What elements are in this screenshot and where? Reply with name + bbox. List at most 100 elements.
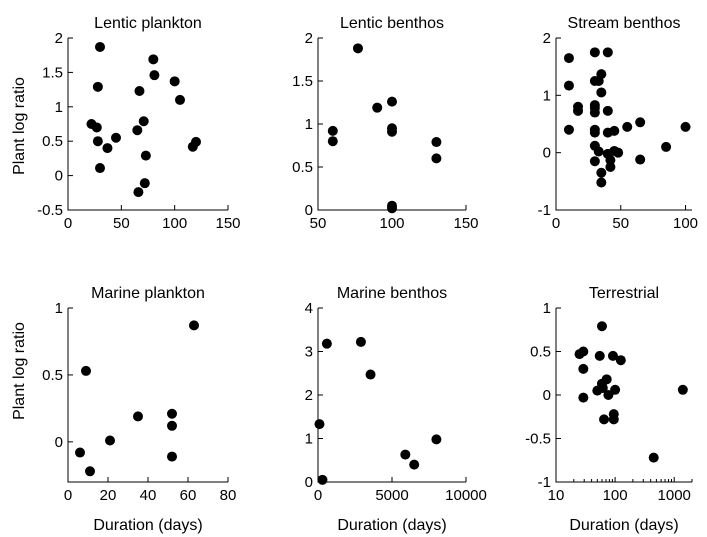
data-point — [610, 384, 621, 395]
data-point — [563, 53, 574, 64]
x-tick-label: 100 — [673, 215, 698, 232]
y-tick-label: 2 — [305, 387, 313, 404]
axes-lines — [67, 308, 228, 483]
data-point — [578, 392, 589, 403]
data-point — [167, 451, 177, 462]
data-point — [148, 54, 159, 65]
data-point — [594, 350, 605, 361]
data-point — [169, 76, 180, 87]
data-point — [175, 94, 185, 105]
data-point — [138, 116, 149, 127]
data-point — [85, 466, 95, 477]
data-point — [92, 136, 103, 147]
x-tick-label: 60 — [180, 487, 197, 504]
y-tick-label: 1 — [55, 300, 63, 317]
data-point — [589, 107, 600, 118]
data-point — [596, 177, 607, 188]
x-tick-label: 20 — [100, 487, 117, 504]
chart-title: Stream benthos — [568, 15, 681, 32]
x-tick-label: 40 — [140, 487, 157, 504]
data-point — [149, 70, 160, 81]
y-tick-label: 3 — [305, 344, 313, 361]
data-point — [314, 419, 325, 430]
y-tick-label: 0 — [55, 168, 63, 185]
data-point — [140, 150, 151, 161]
y-tick-label: 0.5 — [292, 159, 313, 176]
y-tick-label: 1 — [55, 99, 63, 116]
data-point — [596, 87, 607, 98]
data-point — [603, 390, 614, 400]
y-tick-label: 2 — [543, 30, 551, 47]
x-tick-label: 100 — [162, 215, 187, 232]
data-point — [92, 81, 103, 92]
y-tick-label: -0.5 — [37, 202, 63, 219]
data-point — [648, 452, 659, 463]
data-point — [400, 449, 411, 460]
x-tick-label: 50 — [612, 215, 629, 232]
data-point — [578, 346, 589, 357]
data-point — [597, 383, 608, 394]
data-point — [387, 203, 397, 214]
data-point — [191, 136, 201, 147]
data-point — [622, 121, 633, 132]
x-axis-label: Duration (days) — [337, 517, 446, 534]
y-tick-label: 0 — [305, 474, 313, 491]
data-point — [327, 136, 338, 147]
data-point — [139, 178, 150, 189]
data-point — [607, 350, 618, 361]
data-point — [133, 411, 143, 422]
x-tick-label: 80 — [220, 487, 237, 504]
data-point — [81, 365, 91, 376]
data-point — [605, 162, 616, 172]
data-point — [596, 321, 607, 332]
x-tick-label: 10 — [548, 487, 565, 504]
data-point — [189, 320, 199, 331]
data-point — [602, 47, 613, 58]
y-tick-label: 2 — [55, 30, 63, 47]
data-point — [615, 355, 626, 366]
data-point — [589, 47, 600, 58]
data-point — [589, 127, 600, 138]
chart-title: Marine plankton — [91, 285, 205, 302]
y-tick-label: 4 — [305, 300, 313, 317]
data-point — [661, 141, 672, 152]
y-tick-label: 0.5 — [42, 367, 63, 384]
x-tick-label: 50 — [310, 215, 327, 232]
data-point — [431, 137, 442, 148]
y-tick-label: 0.5 — [42, 133, 63, 150]
data-point — [680, 121, 691, 132]
y-tick-label: 1.5 — [292, 73, 313, 90]
chart-title: Marine benthos — [337, 285, 447, 302]
data-point — [613, 147, 624, 158]
data-point — [609, 125, 620, 136]
y-tick-label: 0 — [543, 387, 551, 404]
data-point — [677, 384, 688, 395]
data-point — [321, 338, 332, 349]
data-point — [608, 414, 619, 425]
data-point — [365, 369, 376, 380]
y-tick-label: 1 — [543, 300, 551, 317]
chart-title: Terrestrial — [589, 285, 659, 302]
x-tick-label: 50 — [113, 215, 130, 232]
y-tick-label: 1 — [305, 431, 313, 448]
data-point — [563, 124, 574, 135]
data-point — [589, 156, 600, 167]
y-tick-label: 0 — [543, 145, 551, 162]
axes-lines — [317, 308, 466, 483]
data-point — [327, 125, 338, 136]
data-point — [352, 43, 363, 54]
y-tick-label: 1 — [305, 116, 313, 133]
data-point — [431, 434, 442, 445]
data-point — [75, 447, 85, 458]
x-tick-label: 5000 — [375, 487, 408, 504]
data-point — [573, 105, 584, 116]
data-point — [167, 408, 177, 419]
data-point — [635, 154, 646, 165]
panel-6: Terrestrial 10 100 1000 -1 -0.5 0 0.5 1 Duration … — [525, 285, 693, 534]
data-point — [593, 146, 604, 157]
x-tick-label: 150 — [215, 215, 240, 232]
y-tick-label: -1 — [538, 202, 551, 219]
y-tick-label: 0 — [55, 434, 63, 451]
